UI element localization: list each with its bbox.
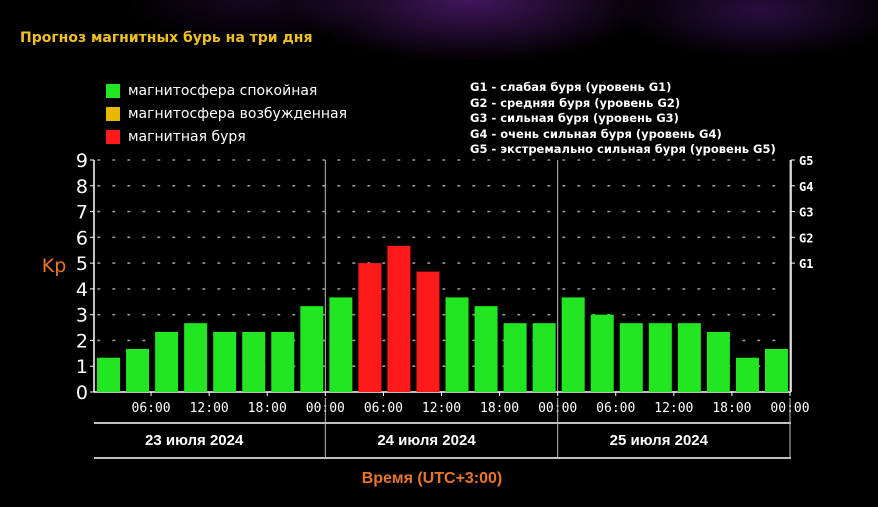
- g-level-label: G4: [799, 180, 813, 194]
- legend-swatch-excited: [106, 106, 120, 121]
- storm-level-g4: G4 - очень сильная буря (уровень G4): [470, 126, 722, 141]
- kp-bar: [648, 323, 672, 392]
- legend-label: магнитосфера спокойная: [128, 82, 318, 99]
- kp-bar: [503, 323, 527, 392]
- legend-label: магнитная буря: [128, 128, 246, 145]
- legend: магнитосфера спокойная магнитосфера возб…: [106, 79, 347, 148]
- y-tick-label: 7: [76, 202, 88, 224]
- storm-levels-legend: G1 - слабая буря (уровень G1) G2 - средн…: [470, 80, 776, 158]
- y-tick-label: 2: [76, 330, 88, 352]
- legend-item-excited: магнитосфера возбужденная: [106, 102, 347, 125]
- kp-bar: [416, 271, 440, 392]
- g-level-label: G5: [799, 154, 813, 168]
- kp-bar: [735, 357, 759, 392]
- x-tick-label: 06:00: [132, 401, 171, 416]
- y-tick-label: 3: [76, 305, 88, 327]
- x-tick-label: 06:00: [596, 401, 635, 416]
- kp-bar: [445, 297, 469, 392]
- kp-bar: [532, 323, 556, 392]
- legend-label: магнитосфера возбужденная: [128, 105, 348, 122]
- kp-bar: [706, 331, 730, 392]
- kp-bar: [329, 297, 353, 392]
- storm-level-g1: G1 - слабая буря (уровень G1): [470, 80, 672, 94]
- kp-bar: [300, 306, 324, 392]
- legend-swatch-quiet: [106, 83, 120, 98]
- x-tick-label: 18:00: [712, 401, 751, 416]
- g-level-label: G1: [799, 257, 813, 271]
- kp-bar: [764, 348, 788, 392]
- legend-item-storm: магнитная буря: [106, 125, 347, 148]
- y-tick-label: 9: [76, 150, 88, 172]
- y-tick-label: 4: [76, 279, 88, 301]
- storm-level-g5: G5 - экстремально сильная буря (уровень …: [470, 142, 776, 156]
- g-level-label: G2: [799, 231, 813, 245]
- kp-bar: [677, 323, 701, 392]
- x-tick-label: 18:00: [480, 401, 519, 416]
- kp-bar: [271, 331, 295, 392]
- day-label: 25 июля 2024: [610, 432, 709, 449]
- kp-bar: [155, 331, 179, 392]
- storm-level-g3: G3 - сильная буря (уровень G3): [470, 111, 679, 125]
- kp-bar: [619, 323, 643, 392]
- kp-bar: [213, 331, 237, 392]
- x-tick-label: 18:00: [248, 401, 287, 416]
- kp-bar: [590, 314, 614, 392]
- page-title: Прогноз магнитных бурь на три дня: [20, 30, 313, 46]
- kp-bar: [184, 323, 208, 392]
- y-axis-label: Kp: [42, 255, 67, 277]
- legend-item-quiet: магнитосфера спокойная: [106, 79, 347, 102]
- x-tick-label: 12:00: [654, 401, 693, 416]
- y-tick-label: 1: [76, 356, 88, 378]
- day-label: 23 июля 2024: [145, 432, 244, 449]
- kp-bar: [561, 297, 585, 392]
- legend-swatch-storm: [106, 129, 120, 144]
- y-tick-label: 8: [76, 176, 88, 198]
- x-axis-title: Время (UTC+3:00): [362, 470, 503, 487]
- y-tick-label: 5: [76, 253, 88, 275]
- day-label: 24 июля 2024: [377, 432, 476, 449]
- x-tick-label: 12:00: [190, 401, 229, 416]
- x-tick-label: 06:00: [364, 401, 403, 416]
- storm-level-g2: G2 - средняя буря (уровень G2): [470, 95, 681, 110]
- kp-bar: [126, 348, 150, 392]
- y-tick-label: 6: [76, 227, 88, 249]
- x-tick-label: 12:00: [422, 401, 461, 416]
- kp-bar: [474, 306, 498, 392]
- kp-bar: [387, 245, 411, 392]
- g-level-label: G3: [799, 206, 813, 220]
- kp-bar: [242, 331, 266, 392]
- kp-bar: [358, 263, 382, 392]
- y-tick-label: 0: [76, 382, 88, 404]
- kp-bar: [97, 357, 121, 392]
